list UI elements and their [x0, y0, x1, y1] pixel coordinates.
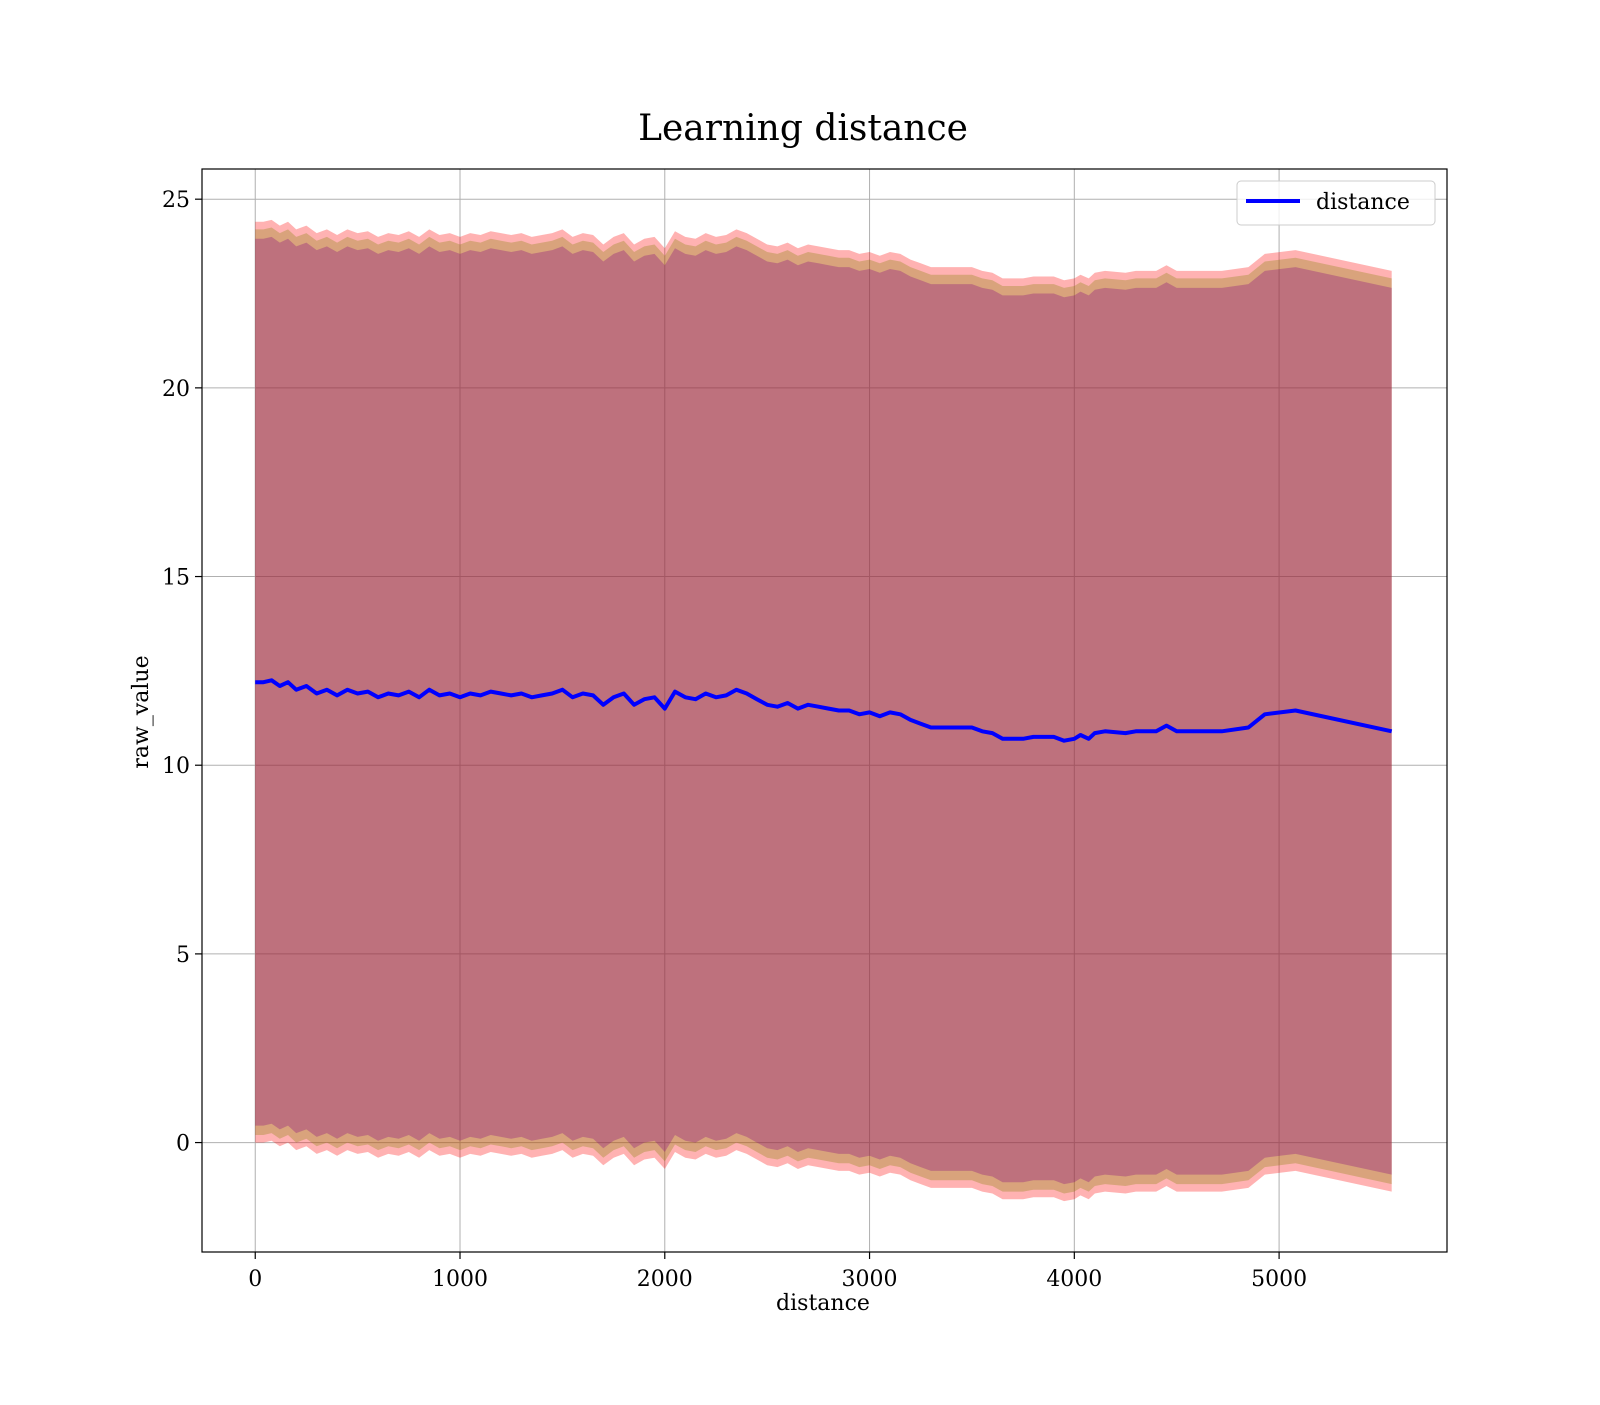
- plot-frame: [201, 168, 1448, 1253]
- x-tick-label: 4000: [1046, 1267, 1102, 1292]
- axis-ticks: 0 1000 2000 3000 4000 5000 0 5 10 15 20 25: [162, 188, 1307, 1292]
- x-tick-label: 5000: [1251, 1267, 1307, 1292]
- y-tick-label: 25: [162, 188, 190, 213]
- inner-band: [255, 236, 1392, 1185]
- y-tick-label: 5: [176, 943, 190, 968]
- y-tick-label: 0: [176, 1132, 190, 1157]
- x-tick-label: 2000: [637, 1267, 693, 1292]
- series-line-distance: [255, 678, 1393, 743]
- series-lines: [255, 678, 1393, 743]
- legend-label-distance: distance: [1316, 190, 1410, 215]
- x-tick-label: 3000: [842, 1267, 898, 1292]
- confidence-bands: [255, 219, 1392, 1202]
- grid: [202, 169, 1447, 1252]
- chart-title: Learning distance: [638, 108, 968, 149]
- y-tick-label: 10: [162, 754, 190, 779]
- y-tick-label: 15: [162, 566, 190, 591]
- x-axis-label: distance: [776, 1291, 870, 1316]
- x-tick-label: 0: [248, 1267, 262, 1292]
- middle-band: [255, 227, 1392, 1194]
- y-axis-label: raw_value: [129, 655, 154, 768]
- outer-band: [255, 219, 1392, 1202]
- x-tick-label: 1000: [432, 1267, 488, 1292]
- y-tick-label: 20: [162, 377, 190, 402]
- legend: distance: [1236, 180, 1436, 226]
- legend-box: [1236, 180, 1436, 226]
